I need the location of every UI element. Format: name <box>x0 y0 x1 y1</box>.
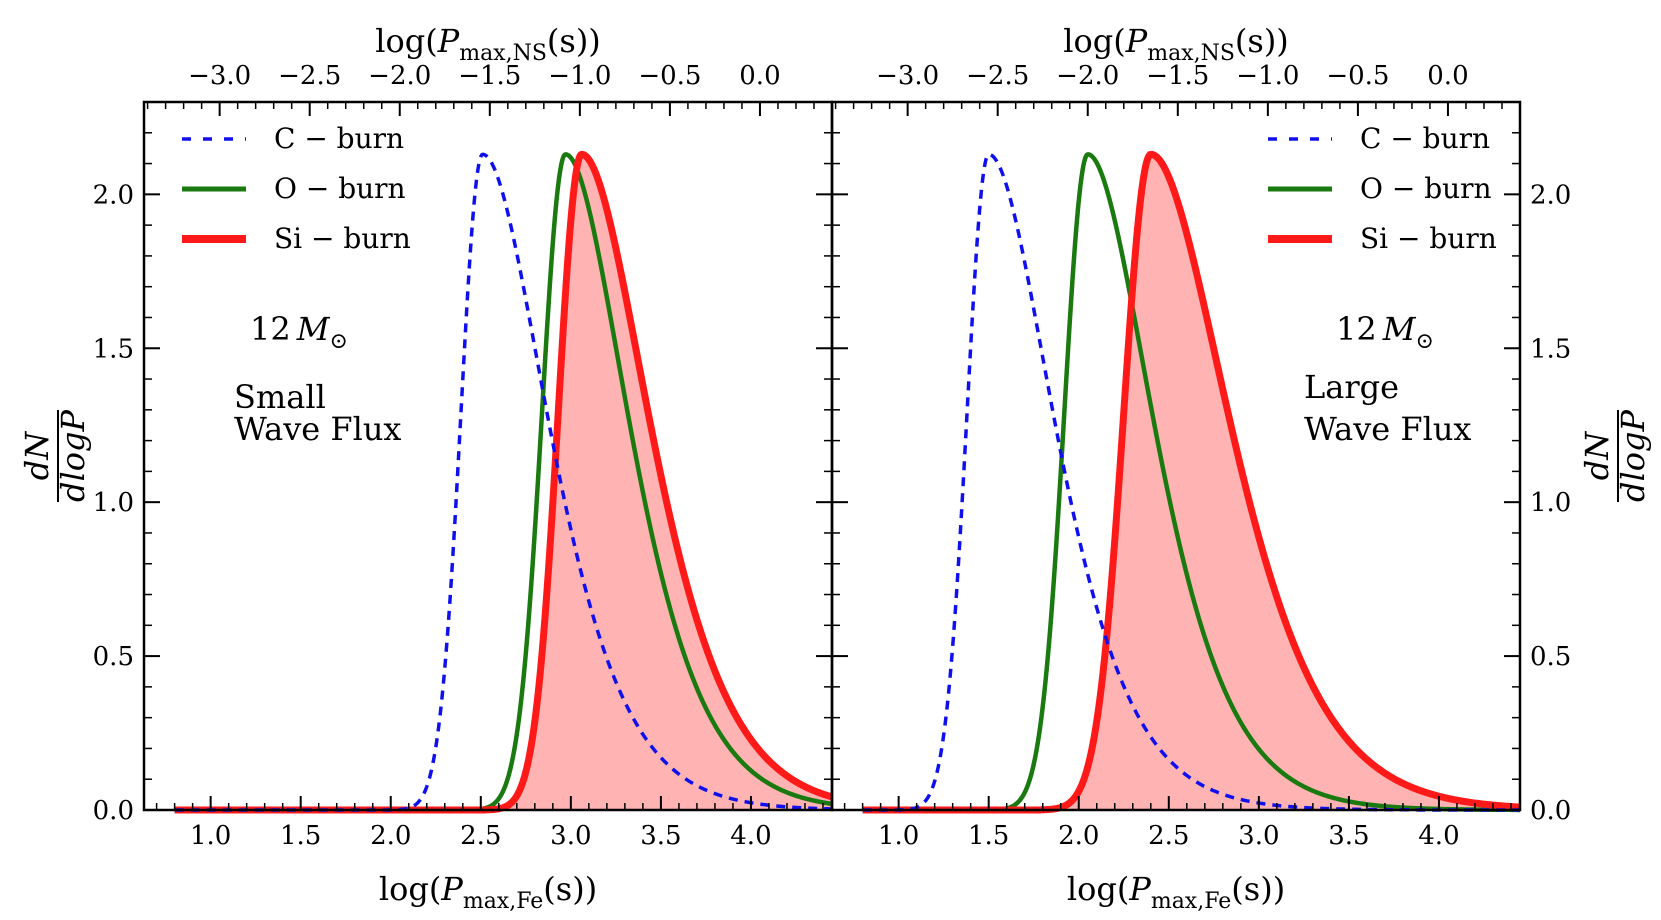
annotation-line1: Small <box>234 378 326 416</box>
right-panel-frame <box>830 100 1522 812</box>
bottom-tick-label: 4.0 <box>730 821 771 851</box>
top-tick-label: −1.5 <box>1146 61 1209 91</box>
mass-annotation: 12 M⊙ <box>1336 310 1434 354</box>
bottom-tick-label: 2.5 <box>1148 821 1189 851</box>
top-tick-label: 0.0 <box>739 61 780 91</box>
y-tick-label: 0.0 <box>1530 796 1571 826</box>
y-tick-label: 0.0 <box>93 796 134 826</box>
mass-subscript: ⊙ <box>329 329 347 354</box>
series-line-c-burn <box>173 152 833 812</box>
y-tick-label: 2.0 <box>1530 180 1571 210</box>
series-line-c-burn <box>861 152 1521 812</box>
svg-text:dlogP: dlogP <box>54 410 92 502</box>
right-bottom-axis-label: log(Pmax,Fe(s)) <box>1067 870 1285 914</box>
top-tick-label: −2.5 <box>966 61 1029 91</box>
y-tick-label: 1.0 <box>93 488 134 518</box>
top-tick-label: −0.5 <box>1326 61 1389 91</box>
annotation-line2: Wave Flux <box>1304 410 1471 448</box>
left-top-axis-label: log(Pmax,NS(s)) <box>375 22 601 66</box>
mass-symbol: M <box>1382 310 1417 348</box>
bottom-tick-label: 3.5 <box>640 821 681 851</box>
legend-label-si-burn: Si − burn <box>274 222 411 255</box>
si-fill-right <box>862 154 1520 810</box>
top-tick-label: −2.0 <box>368 61 431 91</box>
legend-left: C − burn O − burn Si − burn <box>182 122 411 255</box>
bottom-tick-label: 1.0 <box>878 821 919 851</box>
bottom-tick-label: 3.5 <box>1328 821 1369 851</box>
top-tick-label: −1.0 <box>1236 61 1299 91</box>
y-tick-label: 1.5 <box>1530 334 1571 364</box>
legend-label-si-burn: Si − burn <box>1360 222 1497 255</box>
mass-subscript: ⊙ <box>1415 329 1433 354</box>
y-tick-label: 1.0 <box>1530 488 1571 518</box>
left-y-axis-label: dN dlogP <box>18 410 92 502</box>
annotation-line1: Large <box>1304 368 1399 406</box>
bottom-tick-label: 2.0 <box>370 821 411 851</box>
y-tick-label: 2.0 <box>93 180 134 210</box>
right-panel: 1.0 1.5 2.0 2.5 3.0 3.5 4.0 −3.0 −2.5 −2.0 −1.5 −1.… <box>830 61 1571 851</box>
left-bottom-axis-label: log(Pmax,Fe(s)) <box>379 870 597 914</box>
right-y-axis-label: dN dlogP <box>1578 410 1652 502</box>
top-tick-label: −1.5 <box>458 61 521 91</box>
bottom-tick-label: 1.5 <box>280 821 321 851</box>
top-tick-label: −3.0 <box>188 61 251 91</box>
mass-annotation: 12 M⊙ <box>250 310 348 354</box>
svg-text:dN: dN <box>1578 431 1616 480</box>
bottom-tick-label: 3.0 <box>550 821 591 851</box>
legend-label-c-burn: C − burn <box>274 122 404 155</box>
top-tick-label: −1.0 <box>548 61 611 91</box>
svg-text:dN: dN <box>18 431 56 480</box>
y-tick-label: 1.5 <box>93 334 134 364</box>
top-tick-label: −2.0 <box>1056 61 1119 91</box>
bottom-tick-label: 1.5 <box>968 821 1009 851</box>
top-tick-label: −2.5 <box>278 61 341 91</box>
left-panel: 1.0 1.5 2.0 2.5 3.0 3.5 4.0 −3.0 −2.5 −2.0 −1.5 −1.… <box>93 61 835 851</box>
bottom-tick-label: 1.0 <box>190 821 231 851</box>
mass-symbol: M <box>296 310 331 348</box>
right-top-axis-label: log(Pmax,NS(s)) <box>1063 22 1289 66</box>
bottom-tick-label: 3.0 <box>1238 821 1279 851</box>
si-burn-fill-area <box>174 154 832 810</box>
top-tick-label: −3.0 <box>876 61 939 91</box>
bottom-tick-label: 4.0 <box>1418 821 1459 851</box>
annotation-line2: Wave Flux <box>234 410 401 448</box>
bottom-tick-label: 2.0 <box>1058 821 1099 851</box>
top-tick-label: −0.5 <box>638 61 701 91</box>
ticks-left: 1.0 1.5 2.0 2.5 3.0 3.5 4.0 −3.0 −2.5 −2.0 −1.5 −1.… <box>93 61 832 851</box>
si-fill-left <box>174 154 832 810</box>
top-tick-label: 0.0 <box>1427 61 1468 91</box>
legend-right: C − burn O − burn Si − burn <box>1268 122 1497 255</box>
y-tick-label: 0.5 <box>93 642 134 672</box>
legend-label-o-burn: O − burn <box>1360 172 1492 205</box>
si-burn-fill-area <box>862 154 1520 810</box>
legend-label-o-burn: O − burn <box>274 172 406 205</box>
legend-label-c-burn: C − burn <box>1360 122 1490 155</box>
bottom-tick-label: 2.5 <box>460 821 501 851</box>
mass-number: 12 <box>250 310 291 348</box>
mass-number: 12 <box>1336 310 1377 348</box>
svg-text:dlogP: dlogP <box>1614 410 1652 502</box>
y-tick-label: 0.5 <box>1530 642 1571 672</box>
